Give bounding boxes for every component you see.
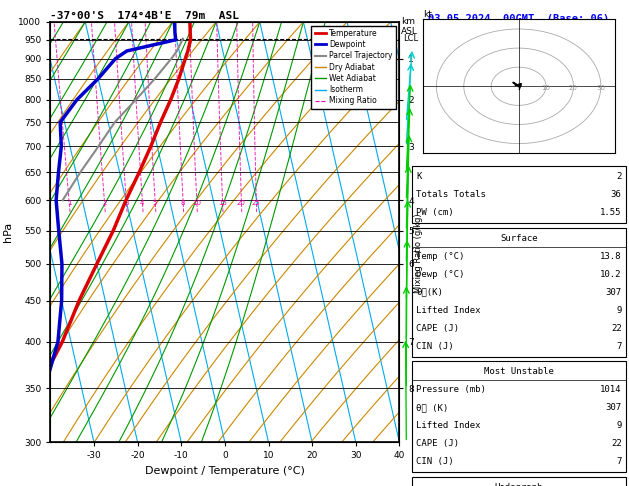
Text: 10: 10 bbox=[192, 200, 201, 206]
Text: Most Unstable: Most Unstable bbox=[484, 367, 554, 376]
Text: 307: 307 bbox=[606, 403, 621, 412]
Text: Surface: Surface bbox=[500, 234, 538, 243]
Text: 3: 3 bbox=[124, 200, 128, 206]
Text: 10: 10 bbox=[542, 85, 550, 91]
Text: θᴄ (K): θᴄ (K) bbox=[416, 403, 448, 412]
Text: 10.2: 10.2 bbox=[600, 270, 621, 278]
Text: Dewp (°C): Dewp (°C) bbox=[416, 270, 465, 278]
Text: Lifted Index: Lifted Index bbox=[416, 421, 481, 430]
Legend: Temperature, Dewpoint, Parcel Trajectory, Dry Adiabat, Wet Adiabat, Isotherm, Mi: Temperature, Dewpoint, Parcel Trajectory… bbox=[311, 26, 396, 108]
Text: 9: 9 bbox=[616, 306, 621, 314]
Text: CIN (J): CIN (J) bbox=[416, 457, 454, 466]
Text: 22: 22 bbox=[611, 439, 621, 448]
Text: CIN (J): CIN (J) bbox=[416, 342, 454, 350]
Text: CAPE (J): CAPE (J) bbox=[416, 439, 459, 448]
Text: Totals Totals: Totals Totals bbox=[416, 190, 486, 199]
Text: 2: 2 bbox=[102, 200, 106, 206]
Text: 8: 8 bbox=[181, 200, 186, 206]
Text: Lifted Index: Lifted Index bbox=[416, 306, 481, 314]
Text: 15: 15 bbox=[218, 200, 227, 206]
Text: Temp (°C): Temp (°C) bbox=[416, 252, 465, 260]
Text: K: K bbox=[416, 172, 421, 181]
Text: 307: 307 bbox=[606, 288, 621, 296]
Text: Pressure (mb): Pressure (mb) bbox=[416, 385, 486, 394]
Text: 20: 20 bbox=[237, 200, 246, 206]
Text: 30: 30 bbox=[596, 85, 605, 91]
Text: 1.55: 1.55 bbox=[600, 208, 621, 217]
Text: LCL: LCL bbox=[403, 34, 418, 43]
Text: 7: 7 bbox=[616, 342, 621, 350]
Text: 13.8: 13.8 bbox=[600, 252, 621, 260]
Text: 9: 9 bbox=[616, 421, 621, 430]
Text: 5: 5 bbox=[153, 200, 157, 206]
Y-axis label: hPa: hPa bbox=[3, 222, 13, 242]
Text: 7: 7 bbox=[616, 457, 621, 466]
Text: 1014: 1014 bbox=[600, 385, 621, 394]
Text: Hodograph: Hodograph bbox=[495, 483, 543, 486]
Text: 36: 36 bbox=[611, 190, 621, 199]
Text: θᴄ(K): θᴄ(K) bbox=[416, 288, 443, 296]
X-axis label: Dewpoint / Temperature (°C): Dewpoint / Temperature (°C) bbox=[145, 466, 305, 476]
Text: 2: 2 bbox=[616, 172, 621, 181]
Text: kt: kt bbox=[423, 10, 431, 19]
Text: 20: 20 bbox=[569, 85, 578, 91]
Text: 22: 22 bbox=[611, 324, 621, 332]
Text: 1: 1 bbox=[67, 200, 71, 206]
Text: CAPE (J): CAPE (J) bbox=[416, 324, 459, 332]
Text: -37°00'S  174°4B'E  79m  ASL: -37°00'S 174°4B'E 79m ASL bbox=[50, 11, 239, 21]
Text: km
ASL: km ASL bbox=[401, 17, 418, 35]
Text: 25: 25 bbox=[252, 200, 260, 206]
Text: 4: 4 bbox=[140, 200, 145, 206]
Text: PW (cm): PW (cm) bbox=[416, 208, 454, 217]
Text: Mixing Ratio (g/kg): Mixing Ratio (g/kg) bbox=[414, 213, 423, 293]
Text: 03.05.2024  00GMT  (Base: 06): 03.05.2024 00GMT (Base: 06) bbox=[428, 15, 610, 24]
